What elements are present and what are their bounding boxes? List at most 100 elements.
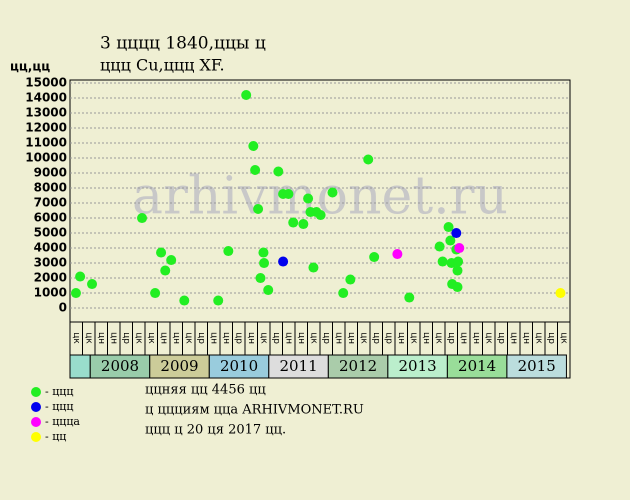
- point: [437, 256, 448, 267]
- period-label: цн: [283, 332, 293, 344]
- point: [75, 271, 86, 282]
- legend-swatch: [31, 387, 41, 397]
- legend-label: - ццца: [45, 415, 80, 428]
- period-label: цн: [471, 332, 481, 344]
- point: [369, 252, 380, 263]
- point: [443, 222, 454, 233]
- point: [555, 288, 566, 299]
- year-label: 2011: [279, 357, 317, 375]
- point: [315, 210, 326, 221]
- point: [70, 288, 81, 299]
- point: [241, 90, 252, 101]
- period-label: цн: [221, 332, 231, 344]
- point: [308, 262, 319, 273]
- y-tick-label: 4000: [34, 241, 67, 255]
- y-tick-label: 6000: [34, 211, 67, 225]
- point: [160, 265, 171, 276]
- period-label: цн: [333, 332, 343, 344]
- point: [253, 204, 264, 215]
- period-label: цк: [433, 332, 443, 344]
- y-tick-label: 0: [59, 301, 67, 315]
- point: [255, 273, 266, 284]
- period-label: цн: [508, 332, 518, 344]
- legend-label: - цц: [45, 430, 66, 443]
- point: [452, 282, 463, 293]
- year-label: 2013: [399, 357, 437, 375]
- point: [258, 247, 269, 258]
- y-tick-label: 15000: [25, 76, 67, 90]
- y-tick-label: 14000: [25, 91, 67, 105]
- period-label: цр: [383, 332, 393, 344]
- period-label: цн: [246, 332, 256, 344]
- period-label: цн: [421, 332, 431, 344]
- period-label: цр: [371, 332, 381, 344]
- point: [451, 228, 462, 239]
- period-label: цк: [71, 332, 81, 344]
- period-label: цк: [483, 332, 493, 344]
- period-label: цн: [346, 332, 356, 344]
- point: [298, 219, 309, 230]
- year-band: [506, 354, 567, 379]
- period-label: цн: [158, 332, 168, 344]
- point: [259, 258, 270, 269]
- y-tick-label: 2000: [34, 271, 67, 285]
- note: ццняя цц 4456 цц: [145, 383, 266, 398]
- period-label: цк: [183, 332, 193, 344]
- legend-label: - ццц: [45, 400, 73, 413]
- y-tick-label: 5000: [34, 226, 67, 240]
- point: [166, 255, 177, 266]
- period-label: цр: [496, 332, 506, 344]
- period-label: цн: [396, 332, 406, 344]
- period-label: цк: [258, 332, 268, 344]
- period-label: цн: [96, 332, 106, 344]
- point: [273, 166, 284, 177]
- period-label: цр: [321, 332, 331, 344]
- year-band: [69, 354, 91, 379]
- legend-label: - ццц: [45, 385, 73, 398]
- year-label: 2009: [160, 357, 198, 375]
- chart-title: 3 цццц 1840,ццы ц: [100, 34, 266, 54]
- point: [445, 235, 456, 246]
- plot-area: [69, 79, 571, 323]
- period-label: цк: [408, 332, 418, 344]
- period-label: цк: [358, 332, 368, 344]
- period-label: цк: [133, 332, 143, 344]
- point: [150, 288, 161, 299]
- y-tick-label: 13000: [25, 106, 67, 120]
- period-label: цн: [458, 332, 468, 344]
- period-label: цр: [196, 332, 206, 344]
- point: [303, 193, 314, 204]
- y-tick-label: 1000: [34, 286, 67, 300]
- point: [278, 256, 289, 267]
- point: [179, 295, 190, 306]
- period-label: цн: [208, 332, 218, 344]
- point: [434, 241, 445, 252]
- period-label: цр: [233, 332, 243, 344]
- point: [452, 265, 463, 276]
- year-label: 2015: [518, 357, 556, 375]
- y-tick-label: 11000: [25, 136, 67, 150]
- point: [392, 249, 403, 260]
- period-label: цн: [108, 332, 118, 344]
- year-label: 2008: [101, 357, 139, 375]
- point: [250, 165, 261, 176]
- point: [87, 279, 98, 290]
- period-label: цр: [121, 332, 131, 344]
- period-label: цк: [308, 332, 318, 344]
- y-tick-label: 3000: [34, 256, 67, 270]
- point: [345, 274, 356, 285]
- y-axis-label: цц,цц: [10, 60, 50, 74]
- period-label: цр: [446, 332, 456, 344]
- note: ц ццциям цца ARHIVMONET.RU: [145, 403, 364, 418]
- y-tick-label: 8000: [34, 181, 67, 195]
- chart-subtitle: ццц Cu,ццц XF.: [100, 56, 225, 75]
- year-label: 2014: [458, 357, 496, 375]
- point: [363, 154, 374, 165]
- point: [453, 256, 464, 267]
- point: [248, 141, 259, 152]
- y-tick-label: 10000: [25, 151, 67, 165]
- y-tick-label: 9000: [34, 166, 67, 180]
- y-tick-label: 7000: [34, 196, 67, 210]
- point: [263, 285, 274, 296]
